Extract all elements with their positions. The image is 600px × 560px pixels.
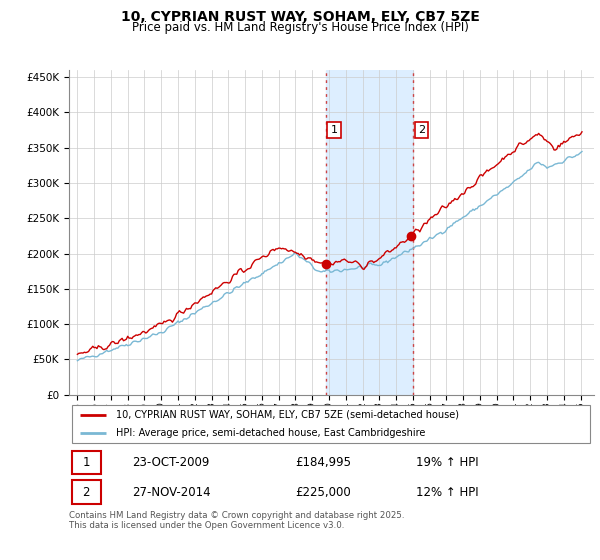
- Bar: [326, 70, 413, 395]
- Text: 27-NOV-2014: 27-NOV-2014: [132, 486, 211, 498]
- Text: 19% ↑ HPI: 19% ↑ HPI: [415, 456, 478, 469]
- Text: £184,995: £184,995: [295, 456, 351, 469]
- Bar: [71, 451, 101, 474]
- Text: HPI: Average price, semi-detached house, East Cambridgeshire: HPI: Average price, semi-detached house,…: [116, 428, 425, 438]
- Text: Contains HM Land Registry data © Crown copyright and database right 2025.
This d: Contains HM Land Registry data © Crown c…: [69, 511, 404, 530]
- Text: 2: 2: [418, 125, 425, 135]
- Text: 1: 1: [83, 456, 90, 469]
- Text: 1: 1: [331, 125, 338, 135]
- Text: 2: 2: [83, 486, 90, 498]
- Text: 23-OCT-2009: 23-OCT-2009: [132, 456, 209, 469]
- Text: 12% ↑ HPI: 12% ↑ HPI: [415, 486, 478, 498]
- Text: £225,000: £225,000: [295, 486, 350, 498]
- Text: Price paid vs. HM Land Registry's House Price Index (HPI): Price paid vs. HM Land Registry's House …: [131, 21, 469, 34]
- Text: 10, CYPRIAN RUST WAY, SOHAM, ELY, CB7 5ZE (semi-detached house): 10, CYPRIAN RUST WAY, SOHAM, ELY, CB7 5Z…: [116, 410, 459, 420]
- Bar: [71, 480, 101, 504]
- Text: 10, CYPRIAN RUST WAY, SOHAM, ELY, CB7 5ZE: 10, CYPRIAN RUST WAY, SOHAM, ELY, CB7 5Z…: [121, 10, 479, 24]
